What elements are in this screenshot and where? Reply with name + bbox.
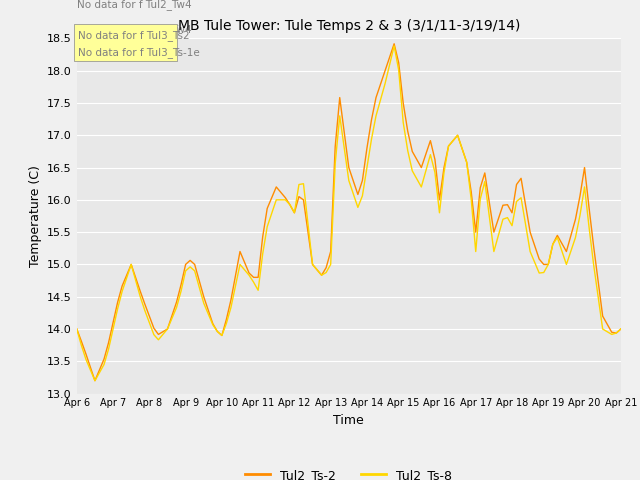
Tul2_Ts-8 [91,378,99,384]
Tul2_Ts-2 [617,326,625,332]
Tul2_Ts-2 [390,41,398,47]
Tul2_Ts-8 [132,278,140,284]
Tul2_Ts-2 [132,275,140,281]
Tul2_Ts-8 [308,262,316,267]
Tul2_Ts-2 [589,243,597,249]
Text: No data for f Tul3_Ts-1e: No data for f Tul3_Ts-1e [78,47,200,58]
Tul2_Ts-2 [308,262,316,267]
Line: Tul2_Ts-2: Tul2_Ts-2 [77,44,621,381]
Legend: Tul2_Ts-2, Tul2_Ts-8: Tul2_Ts-2, Tul2_Ts-8 [241,464,457,480]
Tul2_Ts-2 [91,378,99,384]
Text: No data for f Tul3_Ts2: No data for f Tul3_Ts2 [78,30,189,41]
X-axis label: Time: Time [333,414,364,427]
Tul2_Ts-8 [449,138,457,144]
Text: No data for f Tul2_Tw4: No data for f Tul2_Tw4 [77,0,191,10]
Title: MB Tule Tower: Tule Temps 2 & 3 (3/1/11-3/19/14): MB Tule Tower: Tule Temps 2 & 3 (3/1/11-… [178,19,520,33]
Tul2_Ts-8 [589,262,597,267]
Tul2_Ts-2 [422,151,429,157]
Tul2_Ts-2 [73,326,81,332]
Text: No data for f Tul3_Tw4: No data for f Tul3_Tw4 [77,24,191,35]
Tul2_Ts-8 [390,43,398,49]
Tul2_Ts-2 [204,307,212,313]
Tul2_Ts-8 [73,326,81,332]
Tul2_Ts-8 [617,326,625,332]
Tul2_Ts-2 [449,138,457,144]
Tul2_Ts-8 [422,168,429,174]
Tul2_Ts-8 [204,311,212,317]
FancyBboxPatch shape [74,24,177,61]
Y-axis label: Temperature (C): Temperature (C) [29,165,42,267]
Line: Tul2_Ts-8: Tul2_Ts-8 [77,46,621,381]
